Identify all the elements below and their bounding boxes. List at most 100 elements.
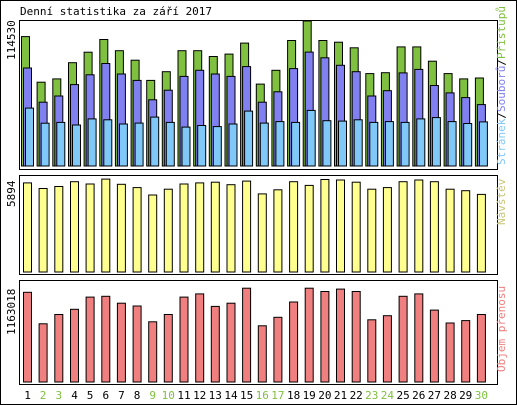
visits-bar-day-1 [23, 182, 32, 273]
day-label-6: 6 [102, 389, 109, 402]
legend-visits: Návštěv [495, 178, 508, 225]
visits-bar-day-21 [336, 179, 345, 273]
pages-bar-day-30 [478, 121, 488, 167]
kbytes-bar-day-14 [226, 302, 236, 383]
visits-bar-day-23 [367, 188, 377, 273]
kbytes-bar-day-8 [132, 305, 142, 383]
pages-bar-day-9 [150, 116, 160, 167]
visits-bar-day-14 [226, 184, 236, 273]
visits-bar-day-24 [382, 187, 392, 273]
pages-bar-day-11 [181, 126, 191, 167]
pages-bar-day-24 [384, 121, 394, 167]
visits-bar-day-11 [179, 183, 189, 273]
kbytes-bar-day-24 [382, 315, 392, 383]
day-label-16: 16 [256, 389, 269, 402]
legend-separator: / [495, 112, 508, 119]
kbytes-bar-day-11 [179, 296, 189, 383]
pages-bar-day-19 [306, 109, 316, 167]
kbytes-bar-day-2 [38, 323, 48, 383]
visits-bar-day-30 [476, 193, 486, 273]
kbytes-bar-day-21 [336, 288, 345, 383]
kbytes-bar-day-1 [23, 291, 32, 383]
kbytes-panel-frame [19, 280, 498, 385]
legend-kbytes: Objem přenosu [495, 286, 508, 372]
kbytes-bar-day-7 [116, 302, 126, 383]
day-label-23: 23 [365, 389, 378, 402]
kbytes-bar-day-17 [273, 316, 283, 383]
pages-bar-day-22 [353, 119, 363, 167]
day-label-27: 27 [428, 389, 441, 402]
day-label-18: 18 [287, 389, 300, 402]
kbytes-bar-day-3 [54, 314, 64, 383]
pages-bar-day-8 [134, 122, 144, 167]
day-label-30: 30 [475, 389, 488, 402]
day-label-22: 22 [350, 389, 363, 402]
pages-bar-day-10 [165, 121, 175, 167]
kbytes-bar-day-5 [85, 296, 95, 383]
pages-bar-day-4 [72, 124, 81, 167]
legend-separator: / [495, 59, 508, 66]
kbytes-bar-day-30 [476, 314, 486, 383]
kbytes-bar-day-29 [461, 320, 471, 383]
chart-title: Denní statistika za září 2017 [20, 5, 212, 18]
day-label-10: 10 [162, 389, 175, 402]
requests-legend: Stránek/Souborů/Přístupů [495, 6, 508, 165]
kbytes-bar-day-19 [304, 287, 314, 383]
visits-bar-day-18 [289, 181, 299, 273]
kbytes-bar-day-16 [257, 325, 267, 383]
day-label-17: 17 [271, 389, 284, 402]
day-label-11: 11 [177, 389, 190, 402]
visits-bar-day-9 [148, 194, 158, 273]
day-label-20: 20 [318, 389, 331, 402]
visits-bar-day-3 [54, 186, 64, 273]
day-label-29: 29 [459, 389, 472, 402]
day-label-9: 9 [149, 389, 156, 402]
day-label-25: 25 [396, 389, 409, 402]
visits-bar-day-13 [210, 181, 220, 273]
kbytes-bar-day-26 [414, 293, 424, 383]
pages-bar-day-6 [103, 119, 113, 167]
pages-bar-day-21 [338, 120, 347, 167]
kbytes-bar-day-25 [398, 295, 408, 383]
visits-bar-day-19 [304, 184, 314, 273]
day-labels: 1 2 3 4 5 6 7 8 9 10 11 12 13 14 15 16 17 18 19 20 21 22 23 24 2… [24, 389, 488, 402]
kbytes-bar-day-18 [289, 301, 299, 383]
pages-bar-day-25 [400, 121, 410, 167]
day-label-3: 3 [55, 389, 62, 402]
kbytes-bar-day-27 [429, 309, 439, 383]
kbytes-bars [23, 287, 486, 383]
visits-bar-day-8 [132, 187, 142, 273]
kbytes-bar-day-13 [210, 305, 220, 383]
day-label-26: 26 [412, 389, 425, 402]
pages-bar-day-2 [40, 122, 50, 167]
kbytes-bar-day-9 [148, 321, 158, 383]
day-label-15: 15 [240, 389, 253, 402]
visits-panel-frame [19, 175, 498, 275]
day-label-13: 13 [209, 389, 222, 402]
day-label-1: 1 [24, 389, 31, 402]
pages-bar-day-14 [228, 123, 238, 167]
visits-axis-label: 5894 [5, 180, 18, 207]
day-label-24: 24 [381, 389, 395, 402]
visits-bars [23, 178, 486, 273]
pages-bar-day-16 [259, 122, 269, 167]
pages-bar-day-15 [244, 110, 254, 167]
day-label-28: 28 [443, 389, 456, 402]
legend-files: Souborů [495, 66, 508, 112]
day-label-7: 7 [118, 389, 125, 402]
day-label-19: 19 [303, 389, 316, 402]
pages-bar-day-18 [291, 121, 301, 167]
pages-bar-day-12 [197, 125, 207, 167]
pages-bar-day-13 [212, 126, 222, 167]
day-label-12: 12 [193, 389, 206, 402]
kbytes-bar-day-12 [195, 293, 205, 383]
requests-bars [21, 20, 488, 167]
visits-bar-day-17 [273, 189, 283, 273]
kbytes-bar-day-28 [445, 322, 455, 383]
day-label-4: 4 [71, 389, 78, 402]
kbytes-bar-day-15 [242, 287, 252, 383]
pages-bar-day-28 [447, 121, 457, 167]
visits-bar-day-10 [163, 188, 173, 273]
visits-bar-day-16 [257, 193, 267, 273]
kbytes-bar-day-6 [101, 295, 111, 383]
